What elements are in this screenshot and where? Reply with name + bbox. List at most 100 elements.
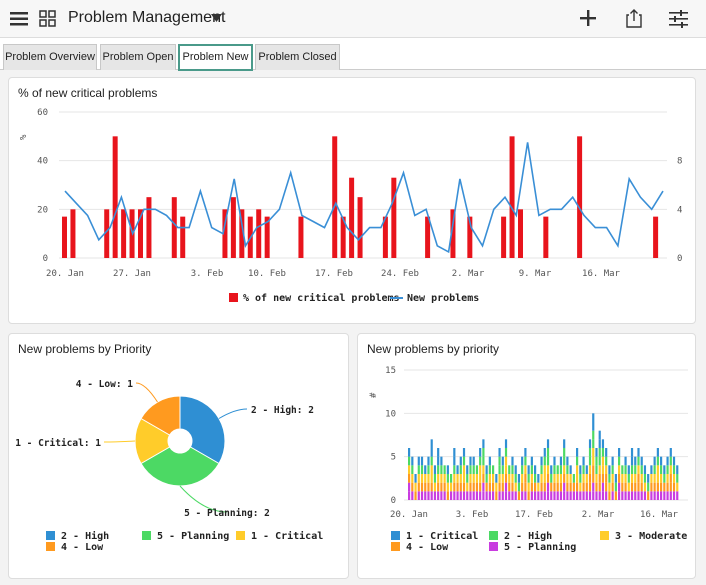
stacked-bar-segment [663,465,666,474]
plus-icon[interactable] [579,9,597,27]
pie-data-label: 1 - Critical: 1 [15,438,101,449]
x-tick-label: 2. Mar [582,510,615,520]
stacked-bar-segment [611,456,614,466]
stacked-bar-segment [498,474,501,483]
stacked-bar-segment [446,491,449,500]
stacked-bar-segment [592,439,595,448]
page-title[interactable]: Problem Management [68,9,226,26]
stacked-bar-segment [466,465,469,474]
stacked-bar-segment [521,474,524,483]
stacked-bar-segment [608,491,611,500]
share-icon[interactable] [626,8,642,28]
stacked-bar-segment [566,482,569,492]
stacked-bar-segment [582,474,585,483]
legend-item: 1 - Critical [406,530,478,542]
stacked-bar-segment [488,491,491,500]
legend-item: 1 - Critical [251,530,323,542]
stacked-bar-segment [543,456,546,466]
stacked-bar-segment [550,491,553,500]
stacked-bar-segment [566,465,569,474]
stacked-bar-segment [660,474,663,483]
tab-problem-overview[interactable]: Problem Overview [3,44,97,70]
critical-bar [62,216,67,258]
stacked-bar-segment [576,456,579,466]
stacked-bar-segment [592,422,595,431]
stacked-bar-segment [637,456,640,466]
stacked-bar-segment [469,474,472,483]
legend-swatch [391,542,400,551]
stacked-bar-segment [498,465,501,474]
stacked-bar-segment [666,482,669,492]
tab-problem-new[interactable]: Problem New [178,44,253,71]
y-tick-label: 20 [37,205,48,215]
stacked-bar-segment [582,456,585,466]
stacked-bar-segment [427,491,430,500]
stacked-bar-segment [556,465,559,474]
stacked-bar-segment [653,456,656,466]
stacked-bar-segment [656,465,659,474]
stacked-bar-segment [595,456,598,466]
stacked-bar-segment [530,465,533,474]
y-tick-label: 0 [391,496,396,506]
critical-bar [298,216,304,258]
stacked-bar-segment [553,482,556,492]
stacked-bar-segment [527,465,530,474]
stacked-bar-segment [614,474,617,483]
stacked-bar-segment [417,491,420,500]
critical-problems-card: % of new critical problems 0 20 40 60 0 4 8% 20… [8,77,696,324]
stacked-bar-segment [588,491,592,500]
stacked-bar-segment [414,491,417,500]
stacked-bar-segment [466,491,469,500]
legend-item: 2 - High [61,530,109,542]
stacked-bar-segment [508,482,511,492]
stacked-bar-segment [527,474,530,483]
stacked-bar-segment [605,474,608,483]
stacked-bar-segment [498,456,501,466]
grid-icon[interactable] [39,10,57,28]
stacked-bar-segment [559,456,563,466]
app-header: Problem Management [0,0,706,38]
stacked-bar-segment [553,474,556,483]
chart-title: % of new critical problems [18,86,158,100]
critical-bar [180,216,186,258]
critical-bar [332,136,338,258]
tab-problem-closed[interactable]: Problem Closed [255,44,340,70]
hamburger-icon[interactable] [10,11,30,27]
stacked-bar-segment [530,491,533,500]
chevron-down-icon[interactable] [211,13,223,23]
stacked-bar-segment [559,474,563,483]
stacked-bar-segment [595,474,598,483]
x-tick-label: 17. Feb [315,269,353,279]
stacked-bar-segment [640,491,643,500]
stacked-bar-segment [598,448,601,457]
stacked-bar-segment [582,491,585,500]
sliders-icon[interactable] [669,10,689,28]
stacked-bar-segment [479,474,482,483]
stacked-bar-segment [440,491,443,500]
stacked-bar-segment [569,482,572,492]
stacked-bar-segment [475,482,479,492]
stacked-bar-segment [546,465,550,474]
stacked-bar-segment [559,465,563,474]
stacked-bar-segment [653,465,656,474]
stacked-bar-segment [653,491,656,500]
y-axis-label: # [369,392,379,398]
stacked-bar-segment [492,491,495,500]
tab-problem-open[interactable]: Problem Open [100,44,176,70]
critical-bar [391,177,397,258]
stacked-bar-segment [482,439,485,448]
stacked-bar-segment [511,474,514,483]
stacked-bar-segment [459,491,462,500]
stacked-bar-segment [556,474,559,483]
critical-bar [112,136,118,258]
chart-title: New problems by priority [367,342,500,356]
legend-swatch [46,542,55,551]
stacked-bar-segment [672,465,676,474]
y-axis-label: % [19,134,29,140]
stacked-bar-segment [630,482,634,492]
stacked-bar-segment [598,491,601,500]
stacked-bar-segment [563,465,566,474]
stacked-bar-segment [630,456,634,466]
stacked-bar-segment [624,474,627,483]
stacked-bar-segment [640,482,643,492]
